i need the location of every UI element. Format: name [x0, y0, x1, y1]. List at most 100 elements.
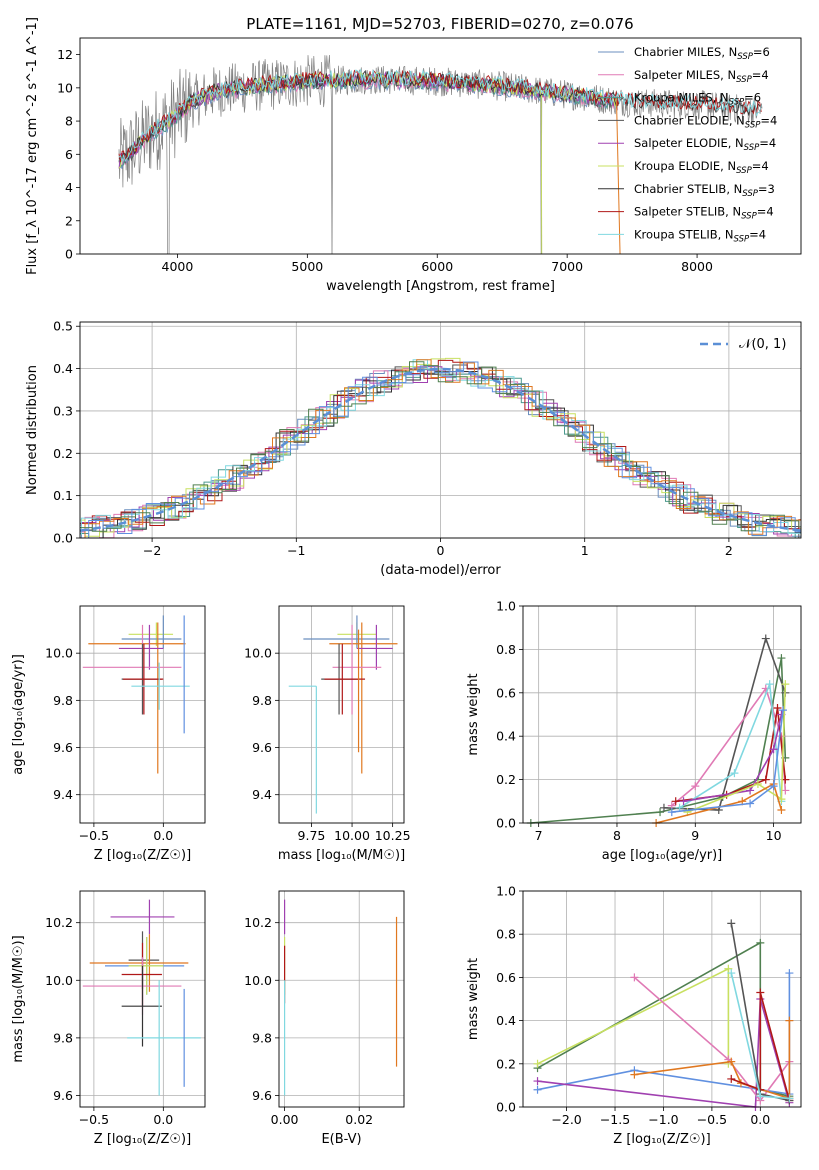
weight-point-marker: [785, 969, 794, 978]
histogram-step-line: [80, 359, 801, 530]
weight-point-marker: [659, 803, 668, 812]
weight-vs-Z-panel-ylabel: mass weight: [466, 958, 481, 1040]
weight-vs-age-panel-ytick-label: 0.4: [496, 729, 516, 744]
mass-vs-ebv-panel-ytick-label: 10.2: [244, 915, 272, 930]
spectrum-panel-xtick-label: 4000: [162, 259, 194, 274]
histogram-panel-xtick-label: −2: [143, 543, 161, 558]
weight-vs-age-panel-xtick-label: 7: [535, 828, 543, 843]
weight-series-line: [530, 657, 787, 824]
weight-vs-Z-panel-ytick-label: 1.0: [496, 884, 516, 899]
mass-vs-Z-panel-plot: [82, 899, 201, 1096]
age-vs-mass-panel-xlabel: mass [log₁₀(M/M☉)]: [278, 848, 405, 863]
age-vs-Z-panel-frame: [79, 605, 206, 824]
spectrum-panel-plot: Chabrier MILES, NSSP=6 Salpeter MILES, NS…: [118, 45, 777, 254]
spectrum-panel-ytick-label: 12: [57, 47, 73, 62]
mass-vs-Z-panel-ytick-label: 9.6: [53, 1088, 73, 1103]
age-vs-mass-panel-xtick-label: 10.00: [334, 828, 370, 843]
mass-vs-ebv-panel-frame: [278, 890, 405, 1108]
legend-entry: Chabrier MILES, NSSP=6: [634, 45, 770, 62]
weight-point-marker: [727, 1057, 736, 1066]
spectrum-panel: Chabrier MILES, NSSP=6 Salpeter MILES, NS…: [25, 17, 802, 294]
mass-vs-ebv-panel: 0.00 0.02 9.6 9.8 10.0 10.2 E(B-V): [244, 890, 405, 1147]
model-edge-line: [540, 96, 543, 254]
mass-vs-Z-panel-ytick-label: 10.2: [45, 915, 73, 930]
weight-series-line: [687, 684, 787, 813]
weight-point-marker: [727, 1074, 736, 1083]
weight-series-line: [633, 976, 791, 1102]
weight-point-marker: [630, 973, 639, 982]
weight-point-marker: [773, 703, 782, 712]
weight-point-marker: [671, 797, 680, 806]
age-vs-mass-panel-ytick-label: 9.6: [252, 740, 272, 755]
weight-point-marker: [667, 808, 676, 817]
mass-vs-Z-panel-xlabel: Z [log₁₀(Z/Z☉)]: [94, 1132, 191, 1147]
mass-vs-Z-panel-axes: −0.5 0.0 9.6 9.8 10.0 10.2 Z [log₁₀(Z/Z☉)] mass…: [11, 890, 206, 1147]
age-vs-mass-panel-xtick-label: 9.75: [298, 828, 326, 843]
weight-vs-age-panel-frame: [522, 605, 802, 824]
weight-vs-Z-panel-ytick-label: 0.0: [496, 1100, 516, 1115]
weight-point-marker: [724, 964, 733, 973]
histogram-panel-ytick-label: 0.5: [53, 319, 73, 334]
weight-series-line: [537, 998, 791, 1108]
histogram-panel-axes: −2 −1 0 1 2 0.0 0.1 0.2 0.3 0.4 0.5 (data-model)/er…: [25, 319, 802, 578]
weight-vs-Z-panel-xtick-label: −2.0: [551, 1112, 581, 1127]
weight-vs-age-panel-ytick-label: 0.2: [496, 772, 516, 787]
age-vs-mass-panel-xtick-label: 10.25: [375, 828, 411, 843]
weight-point-marker: [769, 745, 778, 754]
weight-vs-age-panel-xtick-label: 9: [691, 828, 699, 843]
age-vs-Z-panel-ytick-label: 9.4: [53, 787, 73, 802]
spectrum-panel-ytick-label: 6: [65, 147, 73, 162]
model-spectrum-line: [118, 69, 762, 163]
legend-entry: Kroupa ELODIE, NSSP=4: [634, 159, 769, 176]
weight-point-marker: [746, 799, 755, 808]
weight-point-marker: [769, 782, 778, 791]
legend-entry: Salpeter STELIB, NSSP=4: [634, 205, 774, 222]
weight-point-marker: [781, 680, 790, 689]
spectrum-panel-frame: [79, 37, 802, 255]
histogram-step-line: [80, 361, 801, 539]
spectrum-panel-xtick-label: 7000: [551, 259, 583, 274]
weight-point-marker: [679, 797, 688, 806]
weight-point-marker: [756, 1092, 765, 1101]
age-vs-mass-panel-ytick-label: 9.4: [252, 787, 272, 802]
spectrum-panel-xtick-label: 5000: [291, 259, 323, 274]
legend-entry: Salpeter MILES, NSSP=4: [634, 68, 769, 85]
histogram-panel-xtick-label: 1: [581, 543, 589, 558]
legend-entry: Salpeter ELODIE, NSSP=4: [634, 136, 776, 153]
histogram-panel-ylabel: Normed distribution: [25, 365, 40, 495]
age-vs-Z-panel-xlabel: Z [log₁₀(Z/Z☉)]: [94, 848, 191, 863]
weight-vs-Z-panel-xtick-label: 0.0: [750, 1112, 770, 1127]
histogram-panel-plot: 𝒩(0, 1): [79, 337, 802, 539]
histogram-panel-xlabel: (data-model)/error: [380, 563, 501, 578]
weight-point-marker: [727, 919, 736, 928]
histogram-panel: 𝒩(0, 1) −2 −1 0 1 2 0.0 0.1 0.2 0.3 0.4 0.5 (data-mo…: [25, 319, 802, 578]
weight-vs-age-panel-ylabel: mass weight: [466, 673, 481, 755]
spectrum-panel-ytick-label: 8: [65, 114, 73, 129]
weight-vs-Z-panel-axes: −2.0 −1.5 −1.0 −0.5 0.0 0.0 0.2 0.4 0.6 0.8 1.0 Z […: [466, 884, 802, 1147]
age-vs-Z-panel-ytick-label: 10.0: [45, 646, 73, 661]
mass-vs-Z-panel-ytick-label: 9.8: [53, 1030, 73, 1045]
histogram-panel-frame: [79, 321, 802, 539]
spectrum-panel-ytick-label: 10: [57, 80, 73, 95]
weight-vs-Z-panel-xlabel: Z [log₁₀(Z/Z☉)]: [613, 1132, 710, 1147]
model-edge-line: [616, 101, 621, 254]
weight-vs-age-panel-xlabel: age [log₁₀(age/yr)]: [602, 848, 723, 863]
mass-vs-Z-panel-xtick-label: −0.5: [79, 1112, 109, 1127]
mass-vs-Z-panel-ytick-label: 10.0: [45, 973, 73, 988]
weight-series-line: [663, 635, 787, 811]
histogram-step-line: [80, 361, 801, 532]
mass-vs-ebv-panel-xtick-label: 0.00: [271, 1112, 299, 1127]
mass-vs-Z-panel: −0.5 0.0 9.6 9.8 10.0 10.2 Z [log₁₀(Z/Z☉)] mass…: [11, 890, 206, 1147]
age-vs-mass-panel-frame: [278, 605, 405, 824]
weight-point-marker: [533, 1059, 542, 1068]
spectrum-panel-xlabel: wavelength [Angstrom, rest frame]: [326, 279, 555, 294]
weight-point-marker: [756, 938, 765, 947]
weight-point-marker: [785, 1016, 794, 1025]
weight-point-marker: [730, 769, 739, 778]
histogram-panel-ytick-label: 0.4: [53, 361, 73, 376]
model-spectrum-line: [118, 68, 762, 163]
weight-series-line: [655, 782, 783, 824]
weight-vs-age-panel: 7 8 9 10 0.0 0.2 0.4 0.6 0.8 1.0 age [log₁₀(age/yr…: [466, 599, 802, 863]
weight-point-marker: [630, 1070, 639, 1079]
